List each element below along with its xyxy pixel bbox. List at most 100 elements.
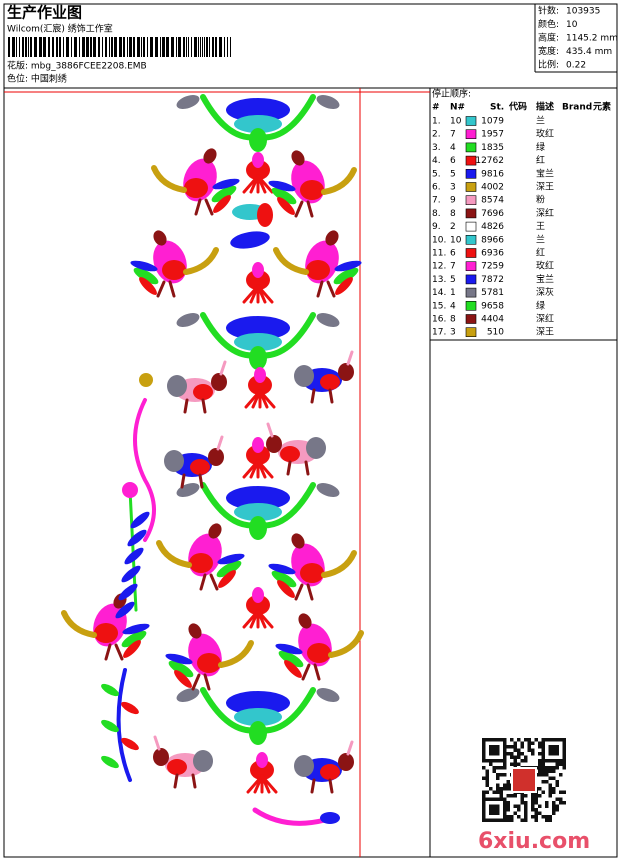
barcode-bar (48, 37, 50, 57)
stitch-shape (139, 373, 153, 387)
qr-cell (548, 748, 552, 752)
stitch-shape (189, 553, 213, 573)
stitch-shape (176, 95, 200, 109)
stitch-shape (254, 367, 266, 383)
row-index: 4. (432, 156, 441, 166)
qr-cell (541, 752, 545, 756)
qr-cell (538, 762, 542, 766)
qr-cell (538, 759, 542, 763)
qr-cell (555, 762, 559, 766)
barcode-bar (176, 37, 177, 57)
stitch-vine (173, 773, 197, 789)
qr-cell (510, 752, 514, 756)
barcode-bar (8, 37, 10, 57)
color-swatch (465, 142, 477, 153)
barcode-bar (16, 37, 17, 57)
stitch-shape (294, 365, 314, 387)
row-desc: 兰 (536, 233, 545, 245)
qr-cell (510, 794, 514, 798)
qr-cell (482, 794, 486, 798)
stitch-shape (226, 316, 290, 340)
qr-cell (492, 811, 496, 815)
qr-cell (555, 797, 559, 801)
row-index: 17. (432, 328, 446, 338)
qr-cell (548, 787, 552, 791)
stitch-vine (260, 774, 278, 794)
row-index: 8. (432, 209, 441, 219)
row-needle: 7 (450, 130, 456, 140)
row-desc: 玫红 (536, 128, 554, 140)
stitch-shape (226, 486, 290, 510)
stitch-vine (346, 350, 354, 366)
color-swatch (465, 235, 477, 245)
stitch-shape (280, 446, 300, 462)
barcode-bar (129, 37, 132, 57)
stitch-shape (193, 384, 213, 400)
color-swatch (465, 116, 477, 126)
qr-cell (524, 818, 528, 822)
row-needle: 10 (450, 117, 462, 127)
row-index: 6. (432, 183, 441, 193)
qr-cell (496, 745, 500, 749)
qr-cell (538, 804, 542, 808)
qr-cell (510, 762, 514, 766)
qr-cell (548, 769, 552, 773)
qr-cell (485, 773, 489, 777)
stitch-shape (257, 203, 273, 227)
qr-cell (534, 801, 538, 805)
stitch-shape (249, 721, 267, 745)
qr-cell (496, 804, 500, 808)
row-needle: 4 (450, 143, 456, 153)
qr-cell (541, 759, 545, 763)
barcode-bar (12, 37, 15, 57)
color-swatch (465, 327, 477, 338)
qr-cell (534, 738, 538, 742)
row-desc: 深灰 (536, 286, 554, 298)
stitch-shape (246, 270, 270, 290)
stitch-vine (256, 174, 274, 194)
qr-cell (485, 769, 489, 773)
barcode-bar (74, 37, 77, 57)
barcode-bar (162, 37, 165, 57)
qr-cell (541, 745, 545, 749)
barcode-bar (198, 37, 199, 57)
qr-cell (552, 787, 556, 791)
qr-cell (541, 738, 545, 742)
color-swatch (465, 221, 477, 232)
barcode-bar (98, 37, 100, 57)
qr-cell (538, 811, 542, 815)
qr-cell (492, 745, 496, 749)
stitch-shape (325, 230, 339, 246)
qr-cell (562, 766, 566, 770)
stitch-shape (246, 445, 270, 465)
qr-cell (552, 801, 556, 805)
row-index: 16. (432, 315, 446, 325)
row-index: 15. (432, 301, 446, 311)
stitch-shape (130, 511, 150, 529)
color-swatch (465, 300, 477, 311)
barcode-bar (22, 37, 24, 57)
qr-cell (517, 804, 521, 808)
qr-cell (503, 745, 507, 749)
barcode-bar (204, 37, 205, 57)
qr-cell (503, 755, 507, 759)
row-stitches: 1079 (481, 117, 504, 127)
qr-cell (496, 776, 500, 780)
qr-cell (552, 759, 556, 763)
barcode-bar (212, 37, 214, 57)
stitch-vine (256, 459, 274, 479)
stitch-shape (213, 195, 231, 213)
qr-cell (552, 766, 556, 770)
stitch-shape (211, 185, 237, 203)
stitch-vine (199, 573, 219, 591)
stitch-shape (338, 753, 354, 771)
qr-cell (489, 818, 493, 822)
barcode-bar (147, 37, 148, 57)
stitch-shape (234, 708, 282, 726)
stitch-shape (226, 98, 290, 122)
row-stitches: 4404 (481, 315, 504, 325)
stitch-shape (316, 95, 340, 109)
qr-cell (496, 759, 500, 763)
stitch-shape (130, 260, 158, 272)
qr-cell (506, 815, 510, 819)
